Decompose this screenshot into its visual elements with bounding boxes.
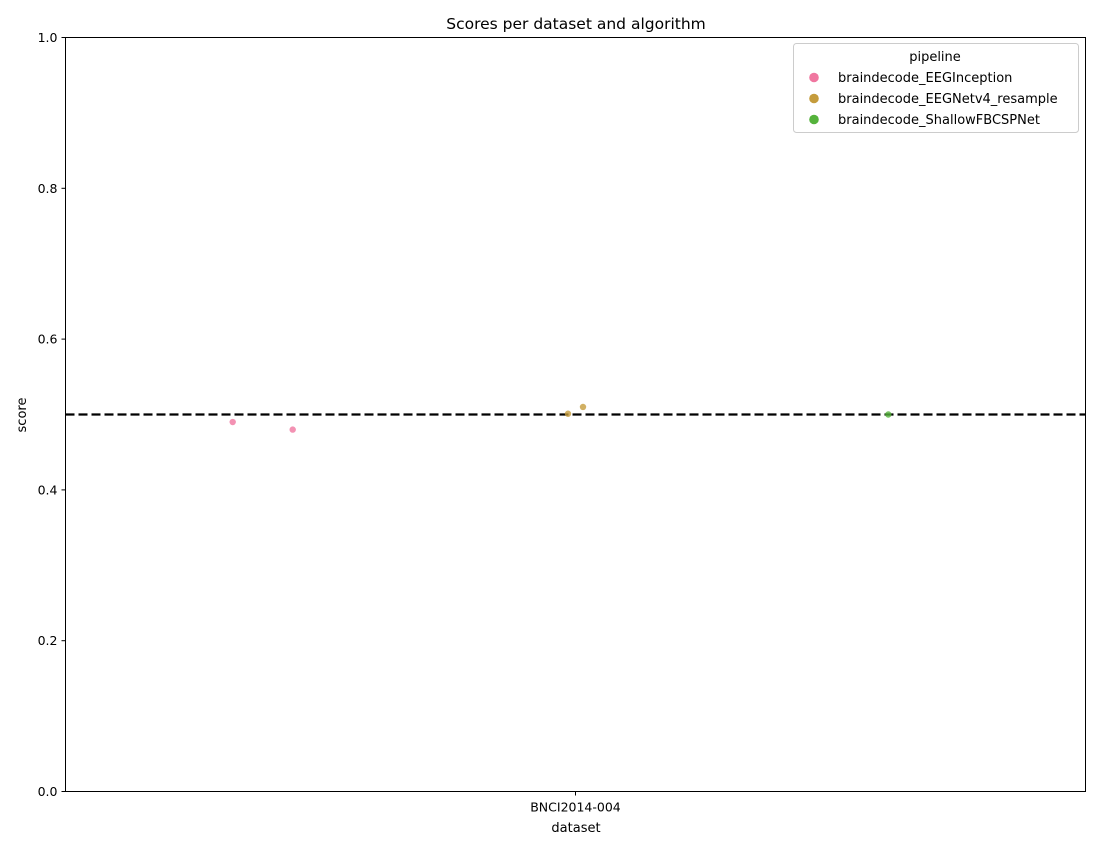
- y-tick-label: 0.2: [38, 633, 58, 648]
- y-axis-ticks: 0.0 0.2 0.4 0.6 0.8 1.0: [38, 30, 66, 799]
- legend-label: braindecode_ShallowFBCSPNet: [838, 113, 1040, 128]
- data-points: [229, 403, 892, 433]
- legend-label: braindecode_EEGNetv4_resample: [838, 92, 1058, 107]
- y-tick-label: 0.6: [38, 332, 58, 347]
- data-point: [564, 410, 572, 417]
- legend: pipeline braindecode_EEGInceptionbrainde…: [793, 43, 1079, 133]
- x-tick-label: BNCI2014-004: [530, 800, 621, 815]
- y-tick-label: 1.0: [38, 30, 58, 45]
- legend-label: braindecode_EEGInception: [838, 71, 1012, 86]
- y-tick-label: 0.4: [38, 482, 58, 497]
- x-axis-ticks: BNCI2014-004: [530, 791, 621, 815]
- legend-entries: braindecode_EEGInception braindecode_EEGN…: [809, 71, 1058, 128]
- legend-marker: [809, 93, 819, 104]
- data-point: [579, 403, 587, 411]
- data-point: [229, 418, 236, 426]
- legend-marker: [809, 114, 819, 125]
- x-axis-title: dataset: [551, 821, 600, 836]
- y-tick-label: 0.0: [38, 784, 58, 799]
- chart-title: Scores per dataset and algorithm: [446, 15, 706, 33]
- legend-title: pipeline: [909, 50, 961, 65]
- data-point: [289, 426, 296, 433]
- legend-marker: [809, 72, 819, 83]
- data-point: [885, 411, 892, 418]
- plot-frame: [65, 37, 1086, 792]
- legend-box: [793, 43, 1079, 133]
- y-axis-title: score: [15, 398, 30, 433]
- y-tick-label: 0.8: [38, 181, 58, 196]
